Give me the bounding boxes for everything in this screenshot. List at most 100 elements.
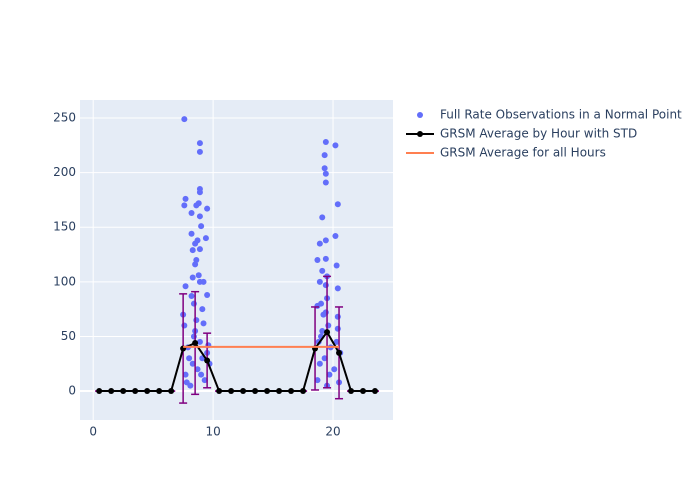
scatter-point [192, 261, 199, 268]
line-point [96, 388, 103, 395]
scatter-point [199, 306, 206, 313]
legend-marker [417, 112, 423, 118]
scatter-point [188, 210, 195, 217]
line-point [288, 388, 295, 395]
x-tick-label: 0 [89, 425, 97, 439]
scatter-point [192, 240, 199, 247]
line-point [336, 349, 343, 356]
scatter-point [322, 179, 329, 186]
scatter-point [182, 283, 189, 290]
x-tick-label: 20 [325, 425, 340, 439]
y-tick-label: 250 [53, 111, 76, 125]
scatter-point [198, 371, 205, 378]
scatter-point [325, 322, 332, 329]
line-point [228, 388, 235, 395]
scatter-point [187, 382, 194, 389]
scatter-point [204, 205, 211, 212]
scatter-point [202, 235, 209, 242]
scatter-point [201, 377, 208, 384]
line-point [360, 388, 367, 395]
line-point [120, 388, 127, 395]
scatter-point [332, 232, 339, 239]
scatter-point [196, 338, 203, 345]
scatter-point [194, 366, 201, 373]
scatter-point [198, 223, 205, 230]
scatter-point [188, 293, 195, 300]
y-tick-label: 100 [53, 274, 76, 288]
line-point [324, 329, 331, 336]
scatter-point [319, 327, 326, 334]
line-point [300, 388, 307, 395]
line-point [204, 357, 211, 364]
scatter-point [333, 262, 340, 269]
scatter-point [326, 371, 333, 378]
scatter-point [333, 338, 340, 345]
plot-area [80, 100, 393, 420]
legend-marker [417, 131, 423, 137]
y-tick-label: 0 [68, 384, 76, 398]
scatter-point [334, 325, 341, 332]
line-point [192, 340, 199, 347]
legend-label: GRSM Average for all Hours [440, 146, 606, 160]
scatter-point [334, 313, 341, 320]
scatter-point [322, 139, 329, 146]
scatter-point [314, 257, 321, 263]
line-point [108, 388, 115, 395]
marks [95, 116, 380, 404]
line-point [276, 388, 283, 395]
scatter-point [322, 282, 329, 289]
scatter-point [314, 377, 321, 384]
scatter-point [319, 267, 326, 274]
scatter-point [193, 317, 200, 324]
scatter-point [181, 322, 188, 329]
legend-label: Full Rate Observations in a Normal Point [440, 108, 682, 122]
scatter-point [331, 366, 338, 373]
scatter-point [321, 152, 328, 159]
scatter-point [189, 247, 196, 254]
legend-label: GRSM Average by Hour with STD [440, 127, 637, 141]
line-point [372, 388, 379, 395]
line-point [240, 388, 247, 395]
line-point [144, 388, 151, 395]
scatter-point [196, 148, 203, 155]
scatter-point [196, 140, 203, 147]
scatter-point [195, 272, 202, 279]
x-tick-label: 10 [205, 425, 220, 439]
scatter-point [322, 170, 329, 177]
scatter-point [196, 278, 203, 285]
y-tick-label: 50 [61, 329, 76, 343]
legend: Full Rate Observations in a Normal Point… [406, 108, 682, 160]
scatter-point [189, 274, 196, 281]
y-tick-label: 150 [53, 220, 76, 234]
scatter-point [322, 255, 329, 262]
scatter-point [332, 142, 339, 149]
scatter-point [321, 355, 328, 362]
scatter-point [316, 240, 323, 247]
scatter-point [182, 195, 189, 202]
scatter-point [181, 116, 188, 123]
scatter-point [188, 230, 195, 237]
scatter-point [193, 202, 200, 209]
scatter-point [316, 360, 323, 367]
scatter-point [321, 165, 328, 172]
scatter-point [322, 237, 329, 244]
scatter-point [316, 278, 323, 285]
scatter-point [204, 291, 211, 298]
scatter-point [334, 201, 341, 208]
line-point [216, 388, 223, 395]
y-tick-label: 200 [53, 165, 76, 179]
scatter-point [200, 320, 207, 327]
line-point [156, 388, 163, 395]
scatter-point [319, 214, 326, 221]
scatter-point [196, 189, 203, 196]
scatter-point [190, 300, 197, 307]
scatter-point [186, 355, 193, 362]
line-point [168, 388, 175, 395]
line-point [252, 388, 259, 395]
scatter-point [320, 311, 327, 318]
line-point [264, 388, 271, 395]
line-point [132, 388, 139, 395]
scatter-point [334, 285, 341, 292]
scatter-point [190, 333, 197, 340]
